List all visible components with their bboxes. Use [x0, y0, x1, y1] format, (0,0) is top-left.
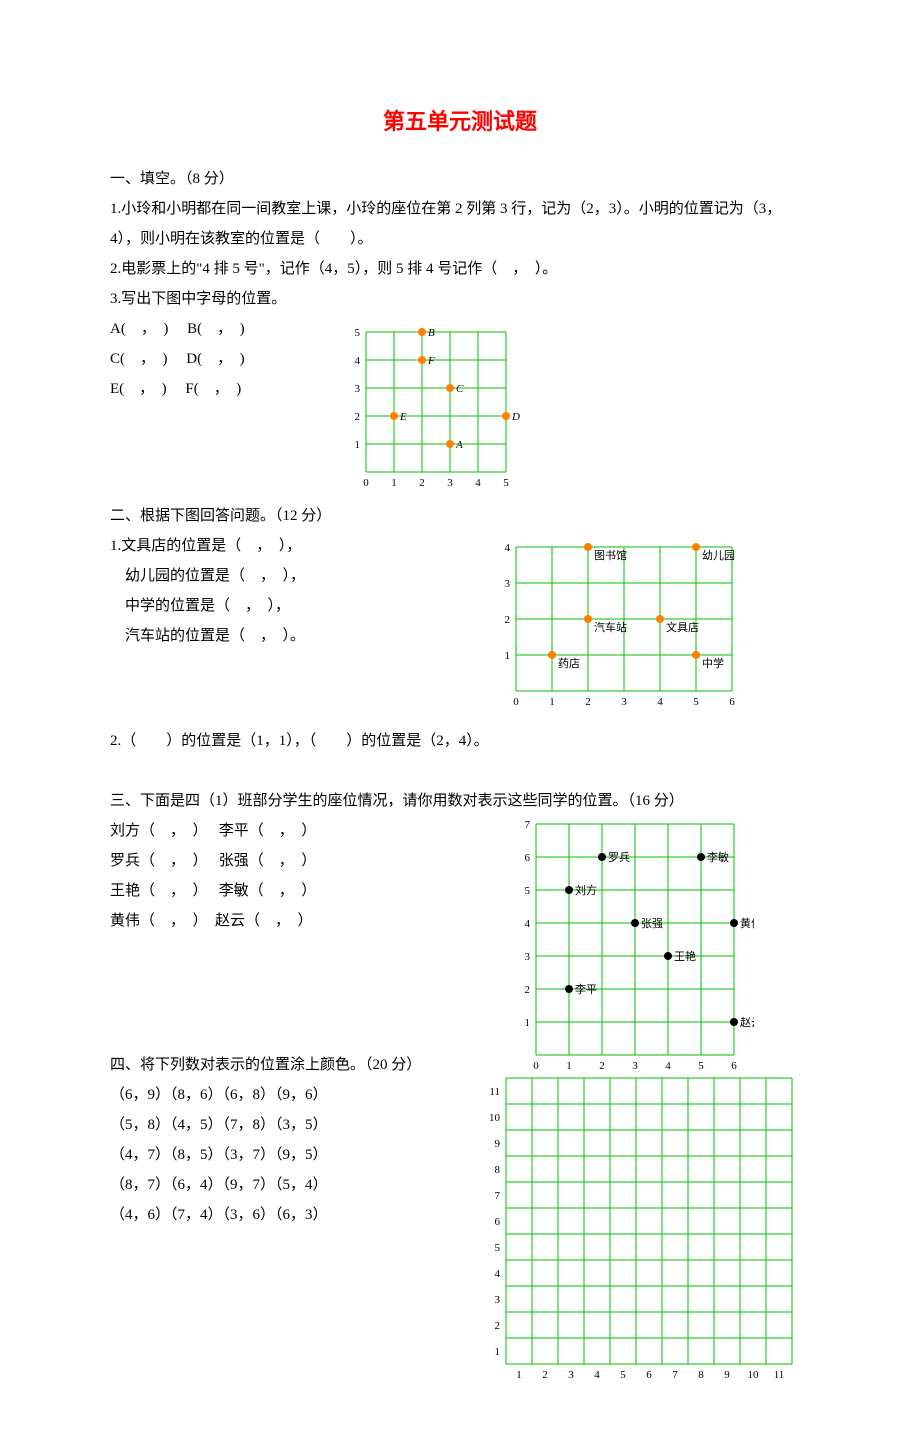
s1-q1: 1.小玲和小明都在同一间教室上课，小玲的座位在第 2 列第 3 行，记为（2，3… — [110, 194, 810, 254]
s2-q2: 2.（ ）的位置是（1，1），（ ）的位置是（2，4）。 — [110, 726, 810, 756]
s4-r5: （4，6）（7，4）（3，6）（6，3） — [110, 1200, 450, 1230]
s2-q1c: 中学的位置是（ ， ）， — [110, 591, 490, 621]
s2-q1a: 1.文具店的位置是（ ， ）， — [110, 531, 490, 561]
svg-text:2: 2 — [355, 411, 361, 423]
s2-q1d: 汽车站的位置是（ ， ）。 — [110, 621, 490, 651]
svg-text:9: 9 — [495, 1138, 501, 1150]
svg-text:幼儿园: 幼儿园 — [702, 549, 735, 562]
svg-text:2: 2 — [542, 1369, 548, 1381]
svg-text:2: 2 — [525, 984, 531, 996]
svg-text:4: 4 — [475, 477, 481, 489]
s1-q2: 2.电影票上的"4 排 5 号"，记作（4，5），则 5 排 4 号记作（ ， … — [110, 254, 810, 284]
s1-chart: 0 1 2 3 4 5 1 2 3 4 5 A B C D E F — [340, 314, 526, 507]
svg-text:4: 4 — [594, 1369, 600, 1381]
s4-r3: （4，7）（8，5）（3，7）（9，5） — [110, 1140, 450, 1170]
svg-text:5: 5 — [355, 327, 361, 339]
svg-text:11: 11 — [774, 1369, 785, 1381]
svg-text:6: 6 — [495, 1216, 501, 1228]
s4-r1: （6，9）（8，6）（6，8）（9，6） — [110, 1080, 450, 1110]
svg-text:4: 4 — [657, 696, 663, 708]
svg-text:9: 9 — [724, 1369, 730, 1381]
svg-text:4: 4 — [525, 918, 531, 930]
svg-text:F: F — [427, 355, 435, 367]
svg-text:文具店: 文具店 — [666, 620, 699, 634]
svg-text:8: 8 — [495, 1164, 501, 1176]
svg-text:11: 11 — [489, 1086, 500, 1098]
svg-text:1: 1 — [516, 1369, 522, 1381]
svg-text:1: 1 — [391, 477, 397, 489]
svg-text:0: 0 — [363, 477, 369, 489]
svg-text:3: 3 — [568, 1369, 574, 1381]
svg-text:0: 0 — [513, 696, 519, 708]
svg-text:1: 1 — [355, 439, 361, 451]
svg-text:5: 5 — [503, 477, 509, 489]
svg-text:B: B — [428, 327, 435, 339]
svg-text:张强: 张强 — [641, 917, 663, 930]
s4-chart: 12345678910111234567891011 — [480, 1060, 812, 1399]
s1-q3e: E( ， ) F( ， ) — [110, 374, 340, 404]
svg-text:罗兵: 罗兵 — [608, 851, 630, 864]
svg-text:5: 5 — [495, 1242, 501, 1254]
svg-text:6: 6 — [729, 696, 735, 708]
svg-text:E: E — [399, 411, 407, 423]
svg-text:图书馆: 图书馆 — [594, 548, 627, 562]
svg-text:汽车站: 汽车站 — [594, 620, 627, 634]
svg-text:1: 1 — [525, 1017, 531, 1029]
s1-heading: 一、填空。（8 分） — [110, 164, 810, 194]
svg-text:7: 7 — [672, 1369, 678, 1381]
svg-text:C: C — [456, 383, 464, 395]
s3-l4: 黄伟（ ， ） 赵云（ ， ） — [110, 906, 450, 936]
svg-text:6: 6 — [525, 852, 531, 864]
svg-text:王艳: 王艳 — [674, 949, 696, 963]
svg-text:5: 5 — [620, 1369, 626, 1381]
svg-text:6: 6 — [646, 1369, 652, 1381]
svg-text:8: 8 — [698, 1369, 704, 1381]
s3-chart: 01234561234567罗兵李敏刘方张强黄伟王艳李平赵云 — [510, 806, 754, 1090]
svg-text:李敏: 李敏 — [707, 850, 729, 864]
svg-text:3: 3 — [621, 696, 627, 708]
svg-text:3: 3 — [505, 578, 511, 590]
svg-text:7: 7 — [495, 1190, 501, 1202]
s2-heading: 二、根据下图回答问题。（12 分） — [110, 501, 490, 531]
svg-text:7: 7 — [525, 819, 531, 831]
svg-text:中学: 中学 — [702, 656, 724, 670]
svg-text:4: 4 — [505, 542, 511, 554]
svg-text:10: 10 — [489, 1112, 501, 1124]
s4-heading: 四、将下列数对表示的位置涂上颜色。（20 分） — [110, 1050, 450, 1080]
svg-text:4: 4 — [495, 1268, 501, 1280]
svg-text:1: 1 — [505, 650, 511, 662]
s2-q1b: 幼儿园的位置是（ ， ）， — [110, 561, 490, 591]
s2-chart: 0 1 2 3 4 5 6 1 2 3 4 药店 汽车站 图书馆文具店 幼儿园中学 — [490, 529, 752, 726]
svg-text:刘方: 刘方 — [575, 883, 597, 897]
s1-q3a: A( ， ) B( ， ) — [110, 314, 340, 344]
svg-text:黄伟: 黄伟 — [740, 916, 754, 930]
svg-text:10: 10 — [748, 1369, 760, 1381]
page-title: 第五单元测试题 — [110, 100, 810, 144]
svg-text:赵云: 赵云 — [740, 1015, 754, 1029]
svg-text:A: A — [455, 439, 463, 451]
svg-text:3: 3 — [495, 1294, 501, 1306]
s4-r2: （5，8）（4，5）（7，8）（3，5） — [110, 1110, 450, 1140]
svg-text:2: 2 — [585, 696, 591, 708]
svg-text:5: 5 — [525, 885, 531, 897]
s3-l1: 刘方（ ， ） 李平（ ， ） — [110, 816, 450, 846]
svg-text:3: 3 — [447, 477, 453, 489]
svg-text:5: 5 — [693, 696, 699, 708]
s3-l3: 王艳（ ， ） 李敏（ ， ） — [110, 876, 450, 906]
svg-text:1: 1 — [495, 1346, 501, 1358]
svg-text:2: 2 — [505, 614, 511, 626]
s3-l2: 罗兵（ ， ） 张强（ ， ） — [110, 846, 450, 876]
s1-q3: 3.写出下图中字母的位置。 — [110, 284, 810, 314]
svg-text:D: D — [511, 411, 520, 423]
s1-q3c: C( ， ) D( ， ) — [110, 344, 340, 374]
svg-text:2: 2 — [419, 477, 425, 489]
svg-text:药店: 药店 — [558, 656, 580, 670]
svg-text:李平: 李平 — [575, 982, 597, 996]
s4-r4: （8，7）（6，4）（9，7）（5，4） — [110, 1170, 450, 1200]
svg-text:1: 1 — [549, 696, 555, 708]
svg-text:3: 3 — [355, 383, 361, 395]
svg-text:4: 4 — [355, 355, 361, 367]
svg-text:2: 2 — [495, 1320, 501, 1332]
svg-text:3: 3 — [525, 951, 531, 963]
